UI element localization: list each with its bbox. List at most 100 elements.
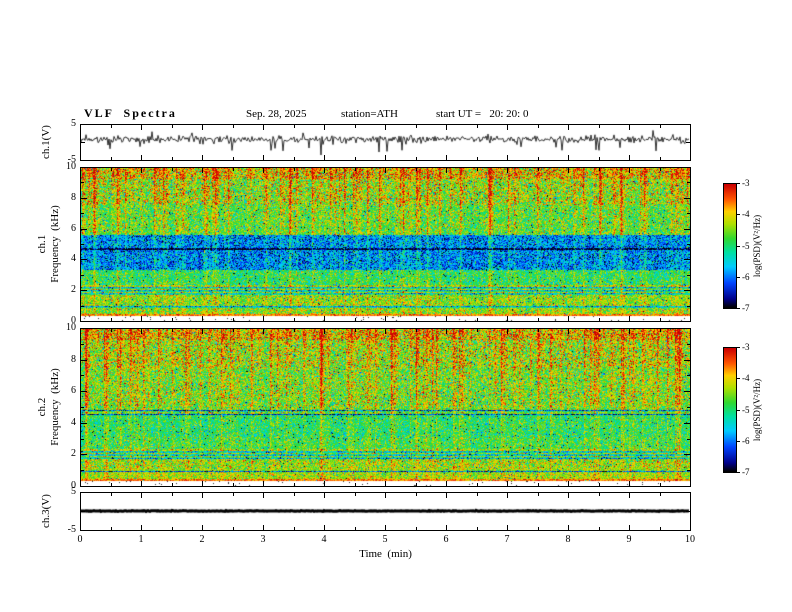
plot-date: Sep. 28, 2025 <box>246 108 307 120</box>
colorbar-tick <box>737 472 740 473</box>
x-tick <box>568 155 569 160</box>
x-tick <box>385 525 386 530</box>
x-minor-tick <box>294 329 295 332</box>
x-tick <box>385 125 386 130</box>
x-tick <box>629 168 630 173</box>
x-tick <box>263 329 264 334</box>
x-minor-tick <box>538 329 539 332</box>
x-minor-tick <box>111 318 112 321</box>
x-minor-tick <box>599 329 600 332</box>
x-minor-tick <box>355 483 356 486</box>
x-tick <box>385 155 386 160</box>
x-tick <box>568 481 569 486</box>
colorbar-tick-label: -5 <box>742 405 750 415</box>
x-minor-tick <box>538 483 539 486</box>
x-tick <box>324 493 325 498</box>
x-minor-tick <box>538 168 539 171</box>
y-minor-tick <box>81 470 84 471</box>
x-tick <box>80 155 81 160</box>
x-minor-tick <box>660 318 661 321</box>
x-minor-tick <box>172 493 173 496</box>
x-minor-tick <box>111 168 112 171</box>
y-tick <box>81 391 87 392</box>
x-tick <box>385 316 386 321</box>
x-tick <box>446 493 447 498</box>
y-tick-label: -5 <box>67 154 76 165</box>
x-minor-tick <box>599 483 600 486</box>
x-minor-tick <box>172 157 173 160</box>
y-minor-tick <box>687 375 690 376</box>
x-minor-tick <box>538 527 539 530</box>
x-tick <box>568 329 569 334</box>
x-minor-tick <box>111 493 112 496</box>
x-tick <box>141 329 142 334</box>
colorbar-tick <box>737 183 740 184</box>
y-tick <box>81 321 87 322</box>
colorbar-ch1 <box>723 183 737 309</box>
x-tick <box>507 155 508 160</box>
x-minor-tick <box>538 318 539 321</box>
y-tick <box>684 486 690 487</box>
x-minor-tick <box>294 318 295 321</box>
y-tick <box>81 290 87 291</box>
y-tick-label: 4 <box>71 417 76 428</box>
x-minor-tick <box>355 493 356 496</box>
x-tick <box>263 168 264 173</box>
y-tick <box>684 423 690 424</box>
ch3-waveform-panel <box>80 492 691 531</box>
x-tick <box>80 316 81 321</box>
x-tick <box>385 329 386 334</box>
x-minor-tick <box>477 318 478 321</box>
x-tick <box>507 493 508 498</box>
x-tick <box>568 125 569 130</box>
x-minor-tick <box>416 493 417 496</box>
x-tick <box>141 125 142 130</box>
x-tick <box>446 316 447 321</box>
x-tick <box>80 525 81 530</box>
x-minor-tick <box>172 527 173 530</box>
colorbar-tick <box>737 378 740 379</box>
x-tick-label: 0 <box>77 534 83 545</box>
x-tick <box>385 481 386 486</box>
x-tick <box>507 525 508 530</box>
y-tick <box>81 423 87 424</box>
x-minor-tick <box>111 527 112 530</box>
x-tick <box>202 525 203 530</box>
x-minor-tick <box>538 157 539 160</box>
y-minor-tick <box>687 306 690 307</box>
x-minor-tick <box>294 527 295 530</box>
y-tick-label: 4 <box>71 253 76 264</box>
x-minor-tick <box>355 168 356 171</box>
y-tick <box>81 492 85 493</box>
x-tick <box>141 168 142 173</box>
x-tick-label: 10 <box>685 534 695 545</box>
x-tick <box>385 493 386 498</box>
x-tick <box>202 155 203 160</box>
x-tick <box>507 168 508 173</box>
x-tick <box>629 125 630 130</box>
x-minor-tick <box>416 483 417 486</box>
x-minor-tick <box>111 125 112 128</box>
y-tick <box>686 124 690 125</box>
y-minor-tick <box>81 344 84 345</box>
x-tick <box>202 481 203 486</box>
y-tick <box>684 454 690 455</box>
x-minor-tick <box>599 157 600 160</box>
x-tick <box>202 493 203 498</box>
x-tick <box>629 525 630 530</box>
x-tick <box>690 125 691 130</box>
y-minor-tick <box>81 375 84 376</box>
y-tick <box>686 511 690 512</box>
y-tick-label: 0 <box>71 480 76 491</box>
ch3-waveform-canvas <box>81 493 690 530</box>
colorbar-ch2-gradient <box>724 348 736 472</box>
x-tick-label: 7 <box>504 534 510 545</box>
colorbar-tick <box>737 277 740 278</box>
y-tick <box>686 492 690 493</box>
colorbar-tick <box>737 410 740 411</box>
y-tick <box>684 198 690 199</box>
y-minor-tick <box>687 470 690 471</box>
x-minor-tick <box>172 168 173 171</box>
x-tick <box>690 155 691 160</box>
